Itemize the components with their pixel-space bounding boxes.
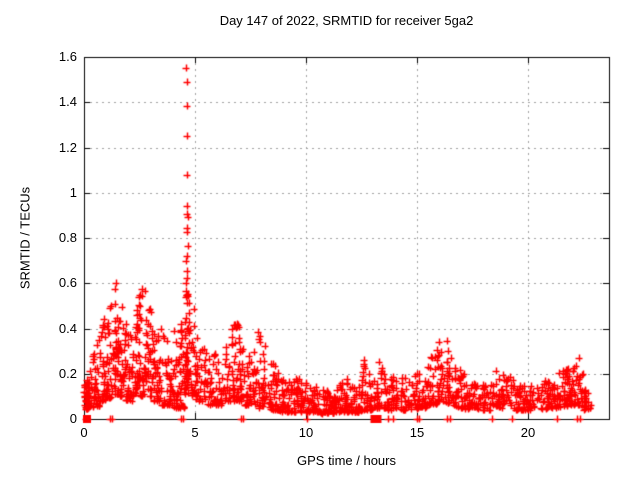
- y-tick-label: 1.6: [58, 49, 77, 64]
- y-tick-label: 1.2: [58, 139, 77, 155]
- y-tick-label: 0.4: [58, 320, 77, 336]
- chart-title: Day 147 of 2022, SRMTID for receiver 5ga…: [219, 13, 474, 28]
- x-tick-label: 0: [80, 425, 88, 440]
- y-tick-label: 1.4: [58, 94, 77, 110]
- y-tick-label: 1: [69, 184, 77, 200]
- y-tick-label: 0.8: [58, 230, 77, 245]
- x-tick-label: 5: [191, 425, 199, 440]
- y-tick-label: 0.6: [58, 275, 77, 291]
- x-tick-label: 20: [520, 425, 536, 440]
- x-axis-label: GPS time / hours: [297, 453, 396, 468]
- y-tick-label: 0.2: [58, 365, 77, 381]
- x-tick-label: 10: [298, 425, 314, 440]
- x-tick-label: 15: [409, 425, 425, 440]
- y-tick-label: 0: [69, 411, 77, 426]
